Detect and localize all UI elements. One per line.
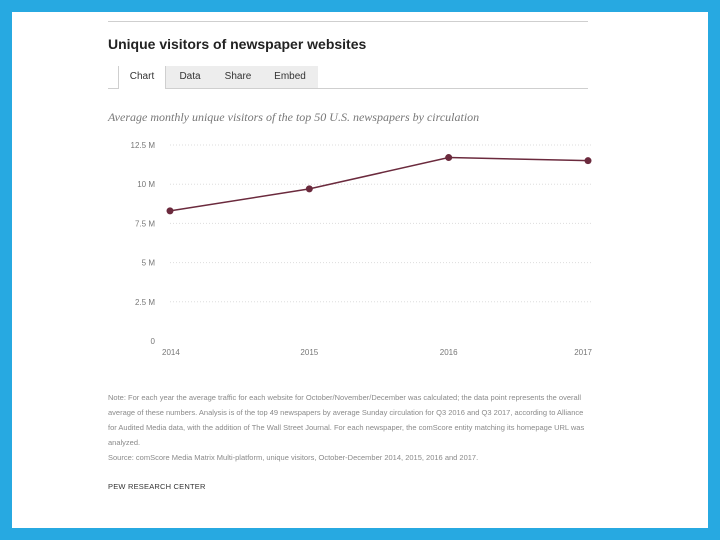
y-tick-label: 0 bbox=[151, 337, 156, 346]
chart-card bbox=[12, 12, 708, 528]
chart-subtitle: Average monthly unique visitors of the t… bbox=[108, 110, 480, 124]
y-tick-label: 12.5 M bbox=[131, 141, 156, 150]
y-tick-label: 7.5 M bbox=[135, 219, 155, 228]
top-divider bbox=[108, 21, 588, 22]
data-point bbox=[305, 185, 313, 193]
data-point bbox=[584, 157, 592, 165]
tab-data[interactable]: Data bbox=[166, 66, 214, 88]
series-line bbox=[169, 156, 589, 212]
line-chart: 0 2.5 M 5 M 7.5 M 10 M 12.5 M 2014 2015 2016 2017 bbox=[131, 141, 593, 357]
x-tick-label: 2017 bbox=[574, 348, 592, 357]
chart-title: Unique visitors of newspaper websites bbox=[108, 36, 367, 52]
tab-embed[interactable]: Embed bbox=[262, 66, 318, 88]
source-text: Source: comScore Media Matrix Multi-plat… bbox=[108, 453, 479, 462]
tab-chart[interactable]: Chart bbox=[118, 66, 166, 89]
y-tick-label: 5 M bbox=[142, 259, 156, 268]
chart-notes: Note: For each year the average traffic … bbox=[108, 390, 593, 465]
tab-share[interactable]: Share bbox=[214, 66, 262, 88]
pew-credit: PEW RESEARCH CENTER bbox=[108, 482, 206, 491]
note-text: Note: For each year the average traffic … bbox=[108, 393, 585, 447]
y-tick-label: 10 M bbox=[137, 180, 155, 189]
data-point bbox=[166, 207, 174, 215]
x-tick-label: 2015 bbox=[300, 348, 318, 357]
data-point bbox=[445, 154, 453, 162]
y-tick-label: 2.5 M bbox=[135, 298, 155, 307]
tab-bar: Chart Data Share Embed bbox=[108, 66, 588, 89]
x-tick-label: 2014 bbox=[162, 348, 180, 357]
x-tick-label: 2016 bbox=[440, 348, 458, 357]
